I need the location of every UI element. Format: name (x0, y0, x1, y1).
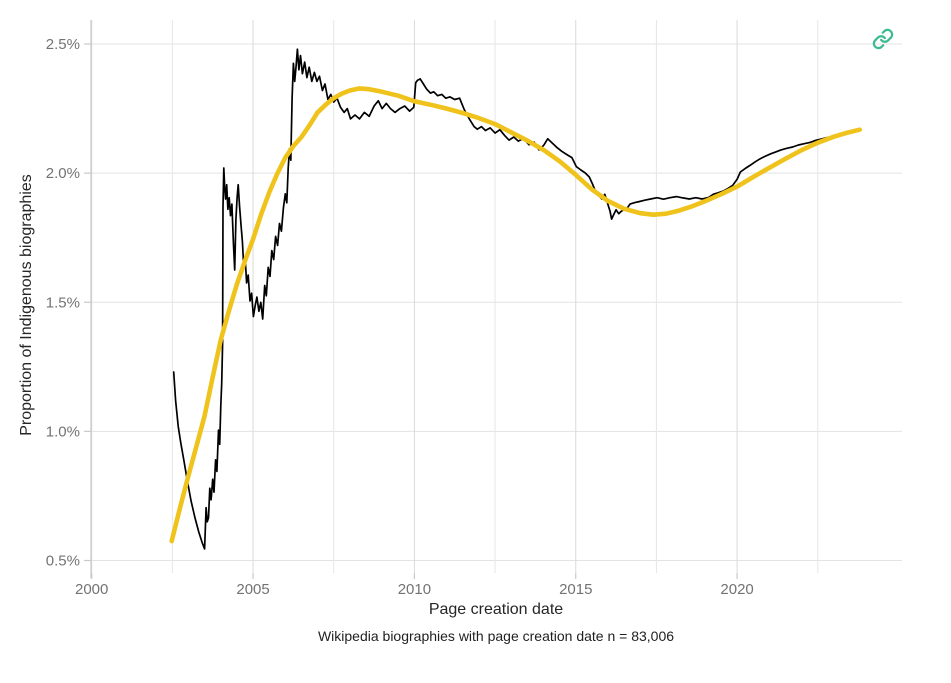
y-tick-label: 2.5% (46, 36, 80, 53)
x-tick-label: 2010 (398, 581, 431, 598)
link-icon (872, 28, 894, 50)
chart-caption: Wikipedia biographies with page creation… (317, 628, 675, 644)
data-series (169, 48, 863, 550)
anchor-link[interactable] (872, 28, 894, 50)
x-tick-label: 2000 (75, 581, 108, 598)
gridlines (91, 20, 902, 573)
series-observed-proportion (172, 48, 861, 550)
series-smoothed-trend (169, 86, 863, 544)
x-axis-title: Page creation date (428, 601, 564, 618)
y-tick-label: 2.0% (46, 165, 80, 182)
axis-lines-and-ticks (84, 20, 738, 579)
x-tick-label: 2015 (559, 581, 592, 598)
y-axis-title: Proportion of Indigenous biographies (18, 174, 35, 436)
y-tick-labels: 0.5% 1.0% 1.5% 2.0% 2.5% (46, 36, 80, 570)
x-tick-labels: 2000 2005 2010 2015 2020 (75, 581, 754, 598)
y-tick-label: 1.5% (46, 294, 80, 311)
x-tick-label: 2020 (720, 581, 753, 598)
y-tick-label: 1.0% (46, 423, 80, 440)
x-tick-label: 2005 (236, 581, 269, 598)
y-tick-label: 0.5% (46, 553, 80, 570)
